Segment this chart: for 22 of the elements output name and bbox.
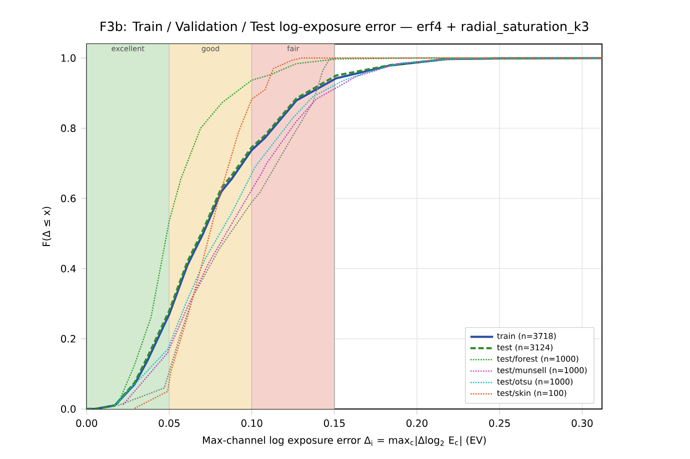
legend-label: test (n=3124) (497, 344, 552, 352)
x-tick-label: 0.15 (324, 419, 345, 427)
y-tick-label: 0.4 (61, 264, 76, 272)
y-tick-label: 0.6 (61, 194, 76, 202)
x-tick-label: 0.25 (489, 419, 510, 427)
x-tick-label: 0.00 (76, 419, 98, 427)
y-tick-label: 0.8 (61, 124, 76, 132)
text: Max-channel log exposure error Δ$_{i}$ = max$_{c}$|Δlog$_{2}$ E$_{c}$| (EV) (203, 436, 486, 446)
x-tick-label: 0.30 (572, 419, 593, 427)
legend-label: test/forest (n=1000) (497, 356, 578, 363)
y-tick-label: 0.0 (61, 405, 76, 413)
x-tick-label: 0.05 (158, 419, 180, 427)
legend-label: test/otsu (n=1000) (497, 378, 572, 386)
y-tick-label: 1.0 (61, 54, 76, 62)
x-tick-label: 0.10 (241, 419, 262, 427)
y-axis-title: F(Δ ≤ x) (42, 206, 52, 246)
chart-title: F3b: Train / Validation / Test log-exposure error — erf4 + radial_saturation_k3 (100, 21, 588, 34)
x-tick-label: 0.20 (406, 419, 428, 427)
legend-label: test/skin (n=100) (497, 390, 566, 397)
y-tick-label: 0.2 (61, 335, 76, 343)
legend-label: test/munsell (n=1000) (497, 367, 587, 374)
legend-label: train (n=3718) (497, 332, 556, 340)
